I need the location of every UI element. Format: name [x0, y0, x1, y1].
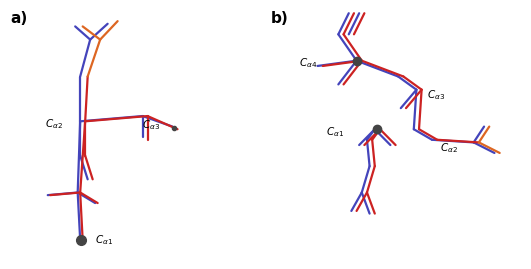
Text: $C_{\alpha 2}$: $C_{\alpha 2}$ — [440, 141, 458, 155]
Text: $C_{\alpha 1}$: $C_{\alpha 1}$ — [326, 125, 344, 139]
Text: $C_{\alpha 4}$: $C_{\alpha 4}$ — [299, 56, 318, 70]
Text: $C_{\alpha 1}$: $C_{\alpha 1}$ — [95, 233, 113, 247]
Text: $C_{\alpha 3}$: $C_{\alpha 3}$ — [427, 88, 445, 102]
Text: b): b) — [271, 10, 288, 26]
Text: $C_{\alpha 2}$: $C_{\alpha 2}$ — [45, 117, 63, 131]
Text: $C_{\alpha 3}$: $C_{\alpha 3}$ — [142, 118, 160, 132]
Text: a): a) — [10, 10, 28, 26]
